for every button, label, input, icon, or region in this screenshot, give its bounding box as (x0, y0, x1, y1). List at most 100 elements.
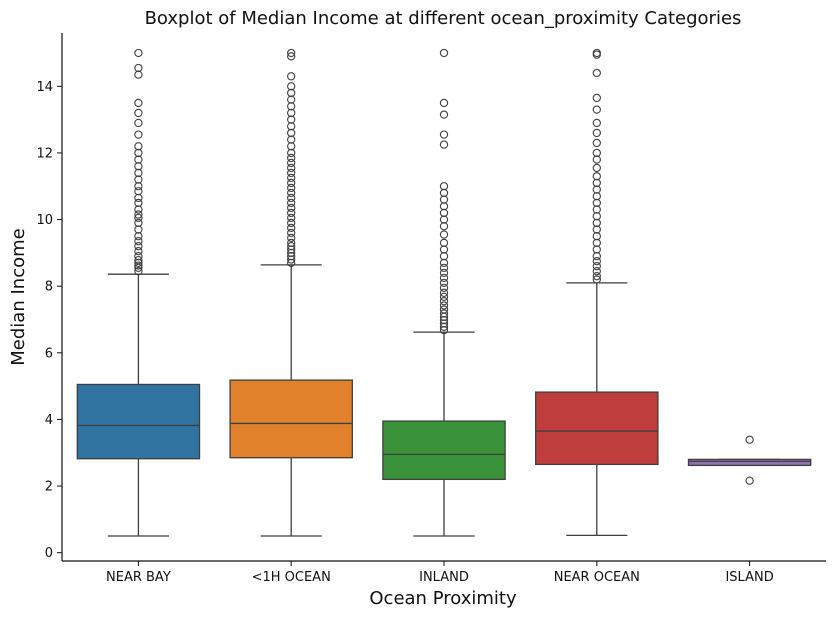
box-near-ocean (535, 391, 659, 466)
outlier-point-inland (439, 110, 449, 119)
outlier-point-near-bay (134, 261, 143, 270)
outlier-point-1h-ocean (287, 203, 296, 213)
outlier-point-near-ocean (592, 172, 601, 181)
x-tick-label-near-bay: NEAR BAY (106, 570, 171, 585)
outlier-point-inland (439, 238, 449, 248)
outlier-point-1h-ocean (287, 163, 296, 173)
outlier-point-1h-ocean (287, 228, 296, 238)
outlier-point-near-ocean (592, 163, 601, 173)
outlier-point-near-ocean (592, 50, 601, 59)
outlier-point-1h-ocean (287, 48, 296, 58)
x-tick-label-1h-ocean: <1H OCEAN (252, 570, 331, 585)
outlier-point-near-bay (134, 267, 143, 276)
outlier-point-near-ocean (592, 48, 601, 58)
x-tick-label-island: ISLAND (725, 570, 773, 585)
outlier-point-1h-ocean (287, 168, 296, 178)
outlier-point-near-bay (134, 256, 143, 265)
outlier-point-inland (439, 297, 449, 306)
box-inland (382, 420, 506, 481)
outlier-point-near-bay (134, 252, 143, 261)
outlier-point-island (745, 476, 754, 485)
outlier-point-1h-ocean (287, 213, 296, 223)
outlier-point-near-ocean (592, 93, 601, 103)
outlier-point-1h-ocean (287, 218, 296, 228)
outlier-point-inland (439, 140, 449, 149)
outlier-point-inland (439, 288, 449, 297)
outlier-point-near-ocean (592, 118, 601, 128)
chart-title: Boxplot of Median Income at different oc… (145, 8, 742, 29)
outlier-point-near-ocean (592, 138, 601, 148)
y-tick-label: 10 (36, 213, 53, 228)
outlier-point-1h-ocean (287, 208, 296, 218)
y-tick-label: 12 (36, 146, 53, 161)
outlier-point-near-ocean (592, 148, 601, 158)
y-tick-label: 0 (45, 546, 53, 561)
outlier-point-1h-ocean (287, 153, 296, 163)
outlier-point-inland (439, 130, 449, 139)
outlier-point-near-bay (134, 237, 143, 246)
outlier-point-1h-ocean (287, 72, 296, 81)
outlier-point-near-bay (134, 130, 143, 139)
outlier-point-near-bay (134, 198, 143, 208)
outlier-point-1h-ocean (287, 223, 296, 233)
y-tick-label: 8 (45, 280, 53, 295)
outlier-point-near-bay (134, 48, 143, 58)
outlier-point-near-ocean (592, 275, 601, 284)
outlier-point-1h-ocean (287, 233, 296, 243)
outlier-point-near-ocean (592, 257, 601, 266)
outlier-point-inland (439, 268, 449, 277)
outlier-point-1h-ocean (287, 238, 296, 248)
x-axis-label: Ocean Proximity (369, 588, 517, 609)
outlier-point-near-ocean (592, 128, 601, 138)
outlier-point-near-ocean (592, 262, 601, 271)
outlier-point-near-ocean (592, 267, 601, 276)
y-tick-label: 4 (45, 413, 53, 428)
x-tick-label-near-ocean: NEAR OCEAN (554, 570, 640, 585)
box-1h-ocean (229, 379, 353, 459)
outlier-point-1h-ocean (287, 178, 296, 188)
box-near-bay (76, 383, 201, 460)
y-tick-label: 2 (45, 480, 53, 495)
outlier-point-near-bay (134, 108, 143, 118)
outlier-point-inland (439, 283, 449, 292)
box-island (687, 458, 812, 467)
outlier-point-near-bay (134, 187, 143, 196)
outlier-point-near-bay (134, 247, 143, 256)
outlier-point-1h-ocean (287, 183, 296, 193)
outlier-point-inland (439, 182, 449, 191)
x-tick-label-inland: INLAND (419, 570, 469, 585)
plot-area (76, 48, 812, 537)
outlier-point-inland (439, 48, 449, 58)
outlier-point-near-ocean (592, 105, 601, 114)
y-tick-label: 14 (36, 80, 53, 95)
outlier-point-inland (439, 98, 449, 108)
outlier-point-near-bay (134, 63, 143, 73)
outlier-point-1h-ocean (287, 173, 296, 183)
outlier-point-1h-ocean (287, 188, 296, 198)
outlier-point-inland (439, 273, 449, 282)
outlier-point-inland (439, 230, 449, 239)
outlier-point-near-bay (134, 118, 143, 128)
outlier-point-near-bay (134, 142, 143, 151)
outlier-point-1h-ocean (287, 82, 296, 91)
outlier-point-near-bay (134, 218, 143, 228)
outlier-point-inland (439, 305, 449, 314)
outlier-point-1h-ocean (287, 198, 296, 208)
outlier-point-inland (439, 309, 449, 318)
outlier-point-inland (439, 292, 449, 301)
outlier-point-near-bay (134, 242, 143, 251)
outlier-point-1h-ocean (287, 52, 296, 61)
outlier-point-near-bay (134, 210, 143, 219)
outlier-point-1h-ocean (287, 193, 296, 203)
outlier-point-inland (439, 278, 449, 287)
outlier-point-island (745, 435, 754, 444)
outlier-point-1h-ocean (287, 242, 296, 251)
x-axis-ticks: NEAR BAY <1H OCEAN INLAND NEAR OCEAN ISLAND (106, 561, 774, 585)
y-axis-ticks: 0 2 4 6 8 10 12 14 (36, 80, 62, 561)
outlier-point-near-bay (134, 98, 143, 108)
outlier-point-inland (439, 301, 449, 310)
y-tick-label: 6 (45, 346, 53, 361)
outlier-point-near-bay (134, 213, 143, 223)
outlier-point-1h-ocean (287, 158, 296, 168)
